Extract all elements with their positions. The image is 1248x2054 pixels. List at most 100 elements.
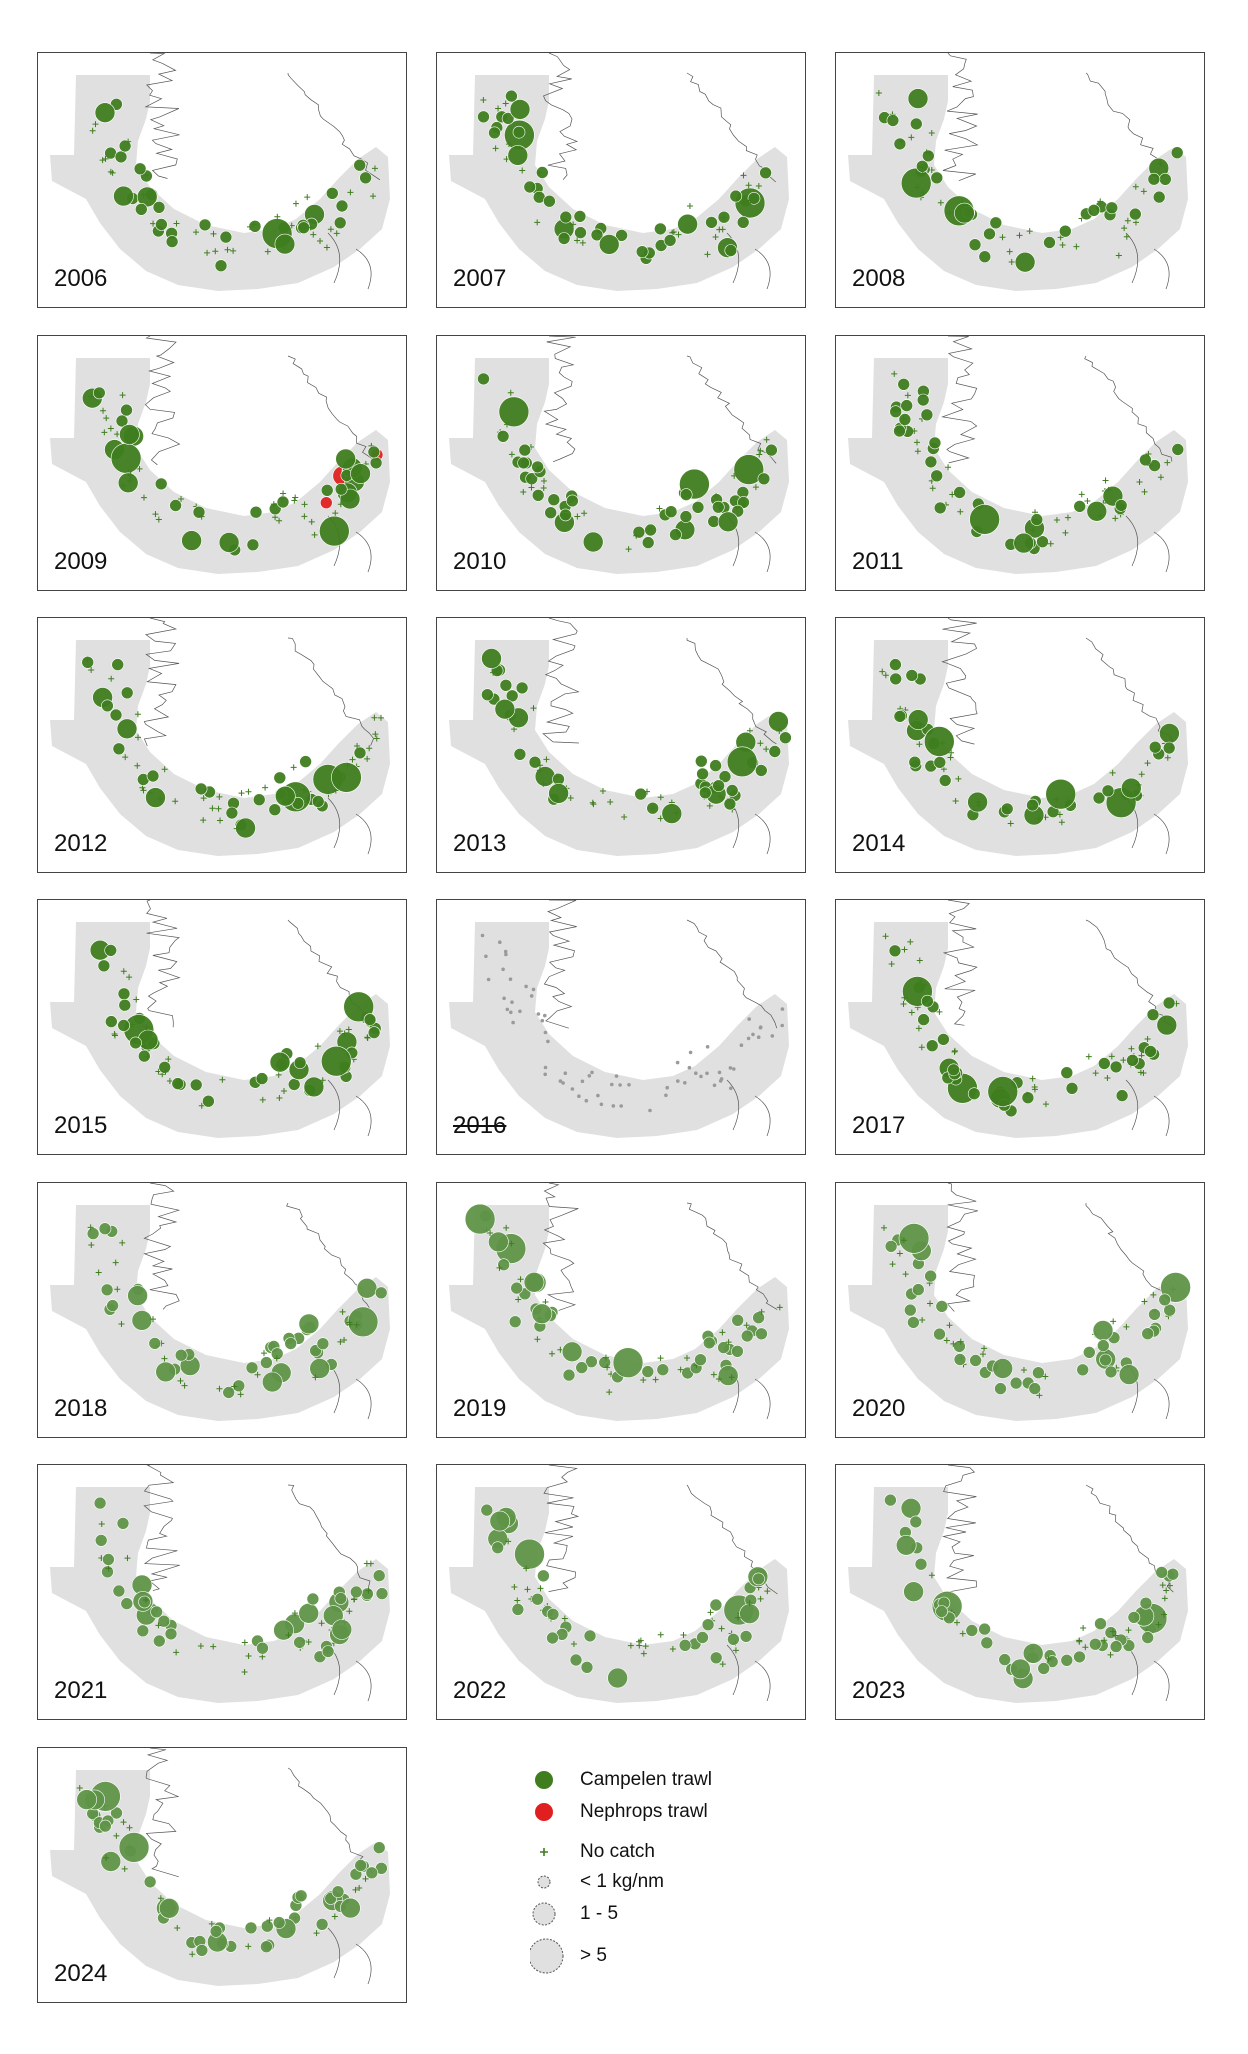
catch-marker bbox=[363, 1013, 377, 1026]
no-catch-marker bbox=[669, 1645, 676, 1652]
station-point bbox=[717, 1070, 722, 1075]
no-catch-marker bbox=[943, 1337, 950, 1344]
station-point bbox=[546, 1039, 550, 1044]
no-catch-marker bbox=[537, 762, 544, 769]
station-point bbox=[614, 1074, 619, 1078]
catch-marker bbox=[924, 1269, 937, 1283]
no-catch-marker bbox=[719, 226, 726, 233]
no-catch-marker bbox=[537, 1585, 544, 1592]
station-point bbox=[529, 994, 534, 998]
no-catch-marker bbox=[209, 805, 216, 812]
no-catch-marker bbox=[124, 1555, 131, 1562]
no-catch-marker bbox=[1097, 198, 1104, 205]
no-catch-marker bbox=[118, 1321, 125, 1328]
catch-marker bbox=[1148, 1308, 1161, 1321]
catch-marker bbox=[980, 1636, 994, 1650]
no-catch-marker bbox=[757, 1595, 764, 1602]
no-catch-marker bbox=[155, 516, 162, 523]
map-panel-2012: 2012 bbox=[37, 617, 407, 873]
survey-map bbox=[449, 1465, 789, 1703]
catch-marker bbox=[511, 1603, 525, 1616]
catch-marker bbox=[1158, 173, 1172, 186]
coastline bbox=[942, 53, 1172, 290]
no-catch-marker bbox=[336, 1028, 343, 1035]
catch-marker bbox=[218, 532, 240, 553]
no-catch-marker bbox=[999, 234, 1006, 241]
catch-marker bbox=[120, 1597, 134, 1610]
station-point bbox=[664, 1093, 668, 1098]
catch-marker bbox=[1099, 1353, 1112, 1367]
no-catch-marker bbox=[142, 172, 149, 179]
station-point bbox=[687, 1065, 692, 1070]
catch-marker bbox=[1021, 1091, 1035, 1104]
catch-marker bbox=[353, 158, 367, 172]
coastline bbox=[942, 1465, 1174, 1702]
no-catch-marker bbox=[683, 1355, 690, 1362]
no-catch-marker bbox=[337, 501, 344, 508]
no-catch-marker bbox=[704, 251, 711, 258]
no-catch-marker bbox=[84, 656, 91, 663]
catch-marker bbox=[127, 1285, 148, 1306]
year-label: 2021 bbox=[54, 1677, 108, 1704]
catch-marker bbox=[1076, 1363, 1089, 1377]
no-catch-marker bbox=[731, 472, 738, 479]
catch-marker bbox=[548, 783, 569, 804]
catch-marker bbox=[561, 1341, 583, 1363]
no-catch-marker bbox=[347, 189, 354, 196]
no-catch-marker bbox=[589, 799, 596, 806]
catch-marker bbox=[152, 201, 166, 214]
survey-area-shape bbox=[848, 640, 1188, 856]
catch-marker bbox=[900, 167, 932, 199]
no-catch-marker bbox=[540, 780, 547, 787]
catch-marker bbox=[702, 1336, 716, 1350]
station-point bbox=[570, 1087, 575, 1091]
no-catch-marker bbox=[536, 767, 543, 774]
year-label: 2012 bbox=[54, 830, 108, 857]
no-catch-marker bbox=[200, 795, 207, 802]
no-catch-marker bbox=[133, 996, 140, 1003]
no-catch-marker bbox=[607, 798, 614, 805]
year-label: 2009 bbox=[54, 548, 108, 575]
survey-map bbox=[50, 53, 390, 291]
catch-marker bbox=[333, 216, 347, 230]
catch-marker bbox=[900, 399, 913, 412]
station-point bbox=[511, 1020, 515, 1025]
coastline bbox=[543, 1465, 778, 1702]
catch-marker bbox=[1030, 513, 1044, 526]
no-catch-marker bbox=[162, 1068, 169, 1075]
no-catch-marker bbox=[657, 1355, 664, 1362]
coastline bbox=[543, 53, 776, 290]
catch-marker bbox=[321, 1645, 335, 1658]
no-catch-marker bbox=[719, 1661, 726, 1668]
no-catch-marker bbox=[752, 484, 759, 491]
no-catch-marker bbox=[1042, 1101, 1049, 1108]
catch-marker bbox=[582, 531, 604, 553]
catch-marker bbox=[921, 994, 934, 1008]
catch-marker bbox=[590, 228, 604, 242]
year-label: 2018 bbox=[54, 1395, 108, 1422]
catch-marker bbox=[965, 1624, 979, 1637]
catch-marker bbox=[512, 125, 526, 139]
catch-marker bbox=[691, 501, 705, 514]
no-catch-marker bbox=[1119, 505, 1126, 512]
no-catch-marker bbox=[318, 1620, 325, 1627]
catch-marker bbox=[273, 1619, 294, 1641]
no-catch-marker bbox=[216, 793, 223, 800]
catch-marker bbox=[1073, 500, 1086, 513]
catch-marker bbox=[189, 1078, 203, 1092]
legend-no-catch-label: No catch bbox=[580, 1841, 655, 1862]
no-catch-marker bbox=[377, 714, 384, 721]
no-catch-marker bbox=[193, 229, 200, 236]
catch-marker bbox=[904, 1303, 917, 1317]
station-point bbox=[584, 1098, 589, 1103]
catch-marker bbox=[1043, 236, 1056, 249]
catch-marker bbox=[1026, 798, 1039, 812]
no-catch-marker bbox=[1085, 1053, 1092, 1060]
catch-marker bbox=[1147, 172, 1161, 186]
survey-map bbox=[449, 618, 792, 856]
catch-marker bbox=[245, 1361, 259, 1375]
no-catch-marker bbox=[280, 1088, 287, 1095]
no-catch-marker bbox=[1064, 798, 1071, 805]
no-catch-marker bbox=[291, 1610, 298, 1617]
catch-marker bbox=[331, 762, 362, 793]
